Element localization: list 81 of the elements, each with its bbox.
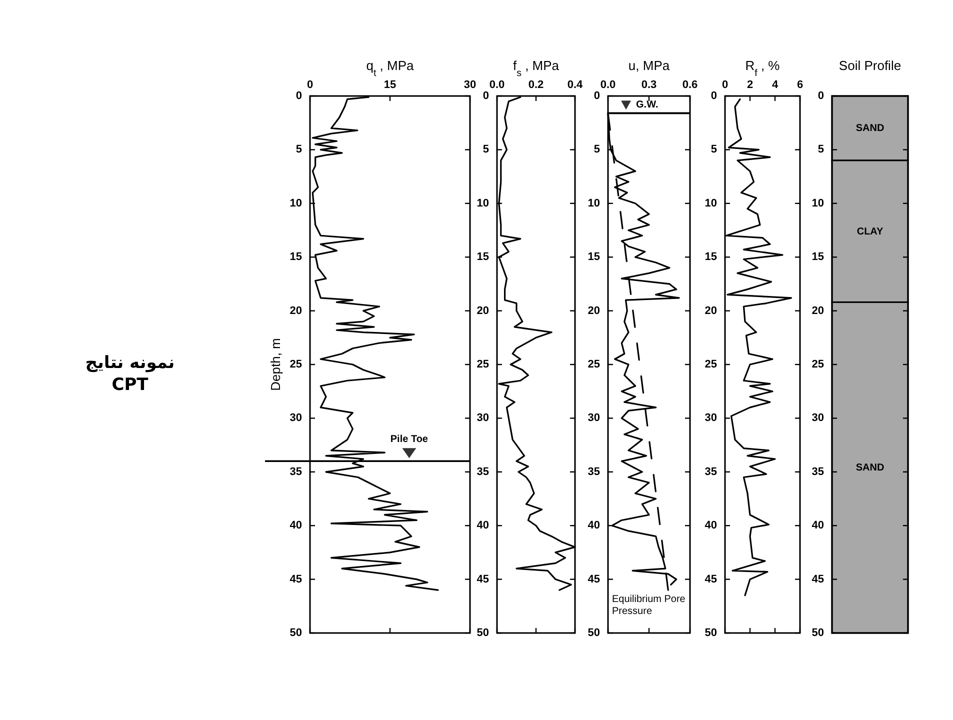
y-tick-label: 50	[812, 626, 824, 639]
x-tick-label: 4	[772, 79, 779, 91]
y-tick-label: 25	[812, 358, 824, 370]
y-tick-label: 20	[476, 304, 489, 317]
y-tick-label: 45	[812, 573, 824, 586]
y-tick-label: 40	[704, 520, 717, 532]
y-tick-label: 40	[812, 520, 824, 532]
legend-label: SAND	[856, 462, 884, 474]
x-tick-label: 0.2	[528, 79, 544, 91]
y-tick-label: 30	[290, 412, 302, 424]
y-tick-label: 10	[812, 197, 824, 210]
y-tick-label: 5	[710, 144, 717, 156]
y-tick-label: 30	[812, 412, 824, 424]
y-tick-label: 45	[290, 573, 302, 586]
y-tick-label: 15	[704, 251, 717, 264]
y-tick-label: 35	[812, 466, 824, 478]
y-tick-label: 35	[290, 466, 302, 478]
series-label: CLAY	[856, 226, 884, 237]
x-tick-label: 0	[722, 79, 728, 91]
series-label: SAND	[856, 122, 884, 134]
chart-title: Soil Profile	[838, 58, 902, 73]
y-tick-label: 30	[476, 412, 489, 424]
annotation: Equilibrium Pore Pressure	[612, 594, 686, 618]
y-tick-label: 10	[476, 197, 489, 210]
y-tick-label: 20	[290, 304, 302, 317]
y-tick-label: 15	[290, 251, 302, 264]
y-tick-label: 10	[290, 197, 302, 210]
y-tick-label: 5	[594, 144, 600, 156]
y-tick-label: 40	[290, 520, 302, 532]
y-tick-label: 15	[476, 251, 489, 264]
y-tick-label: 10	[704, 197, 717, 210]
x-axis-title: u, MPa	[628, 58, 670, 73]
y-tick-label: 15	[588, 251, 600, 264]
x-axis-title: f$_{s}$ , MPa	[512, 58, 560, 78]
y-tick-label: 0	[296, 90, 302, 102]
y-tick-label: 10	[588, 197, 600, 210]
x-tick-label: 0.0	[600, 79, 616, 91]
y-tick-label: 30	[588, 412, 600, 424]
y-tick-label: 20	[812, 304, 824, 317]
y-tick-label: 50	[588, 626, 600, 639]
x-axis-title: R$_{f}$ , %	[745, 58, 780, 78]
y-tick-label: 35	[476, 466, 489, 478]
y-tick-label: 25	[704, 358, 717, 370]
y-tick-label: 30	[704, 412, 717, 424]
x-tick-label: 0.4	[567, 79, 584, 91]
y-tick-label: 35	[704, 466, 717, 478]
y-tick-label: 25	[290, 358, 302, 370]
y-tick-label: 0	[818, 90, 824, 102]
y-tick-label: 40	[476, 520, 489, 532]
y-tick-label: 20	[588, 304, 600, 317]
y-tick-label: 5	[818, 144, 824, 156]
ref-line-label: Pile Toe	[390, 434, 428, 446]
y-tick-label: 25	[588, 358, 600, 370]
y-tick-label: 20	[704, 304, 717, 317]
y-tick-label: 50	[476, 626, 489, 639]
y-tick-label: 0	[710, 90, 717, 102]
y-tick-label: 5	[482, 144, 489, 156]
x-tick-label: 30	[464, 79, 476, 91]
y-tick-label: 25	[476, 358, 489, 370]
x-tick-label: 0.6	[682, 79, 698, 91]
y-tick-label: 15	[812, 251, 824, 264]
x-tick-label: 0.3	[641, 79, 657, 91]
y-tick-label: 0	[594, 90, 600, 102]
x-tick-label: 15	[384, 79, 396, 91]
y-tick-label: 5	[296, 144, 302, 156]
text: نمونه نتایج CPT	[84, 352, 176, 396]
y-tick-label: 45	[704, 573, 717, 586]
x-tick-label: 0	[306, 79, 314, 91]
y-axis-title: Depth, m	[268, 338, 283, 391]
y-tick-label: 0	[482, 90, 489, 102]
x-tick-label: 6	[796, 79, 804, 91]
y-tick-label: 45	[476, 573, 489, 586]
ref-line-label: G.W.	[636, 99, 658, 110]
y-tick-label: 35	[588, 466, 600, 478]
y-tick-label: 45	[588, 573, 600, 586]
y-tick-label: 50	[704, 626, 717, 639]
x-tick-label: 2	[746, 79, 754, 91]
y-tick-label: 40	[588, 520, 600, 532]
y-tick-label: 50	[290, 626, 302, 639]
x-axis-title: q$_{t}$ , MPa	[366, 58, 415, 78]
x-tick-label: 0.0	[489, 79, 505, 91]
